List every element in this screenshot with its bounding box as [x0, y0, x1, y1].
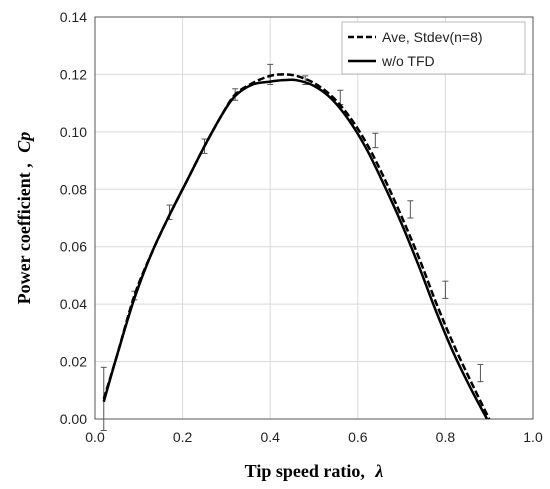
error-bar — [372, 132, 379, 149]
error-bar — [337, 89, 344, 106]
series-layer — [100, 63, 491, 431]
x-axis-title: Tip speed ratio, λ — [245, 461, 384, 481]
y-tick-label: 0.04 — [60, 296, 87, 312]
plot-area-frame — [94, 16, 534, 420]
legend-label-wo-tfd: w/o TFD — [381, 53, 435, 69]
legend: Ave, Stdev(n=8) w/o TFD — [341, 21, 526, 75]
y-tick-label: 0.08 — [60, 181, 87, 197]
legend-box — [341, 21, 526, 75]
error-bar — [477, 363, 484, 383]
x-tick-label: 0.0 — [85, 429, 105, 445]
x-axis-ticks: 0.0 0.2 0.4 0.6 0.8 1.0 — [85, 429, 543, 445]
y-axis-ticks: 0.00 0.02 0.04 0.06 0.08 0.10 0.12 0.14 — [60, 9, 87, 427]
y-tick-label: 0.12 — [60, 66, 87, 82]
y-axis-title: Power coefficient , Cp — [14, 132, 34, 305]
y-tick-label: 0.06 — [60, 239, 87, 255]
x-tick-label: 0.2 — [173, 429, 193, 445]
gridlines — [95, 17, 533, 419]
x-tick-label: 0.6 — [348, 429, 368, 445]
error-bar — [407, 200, 414, 219]
x-tick-label: 0.4 — [260, 429, 280, 445]
x-tick-label: 0.8 — [436, 429, 456, 445]
legend-label-ave: Ave, Stdev(n=8) — [382, 29, 483, 45]
y-tick-label: 0.14 — [60, 9, 87, 25]
x-tick-label: 1.0 — [523, 429, 543, 445]
error-bar — [442, 280, 449, 299]
y-tick-label: 0.02 — [60, 354, 87, 370]
y-tick-label: 0.10 — [60, 124, 87, 140]
series-line-wo-tfd — [102, 78, 489, 420]
y-tick-label: 0.00 — [60, 411, 87, 427]
